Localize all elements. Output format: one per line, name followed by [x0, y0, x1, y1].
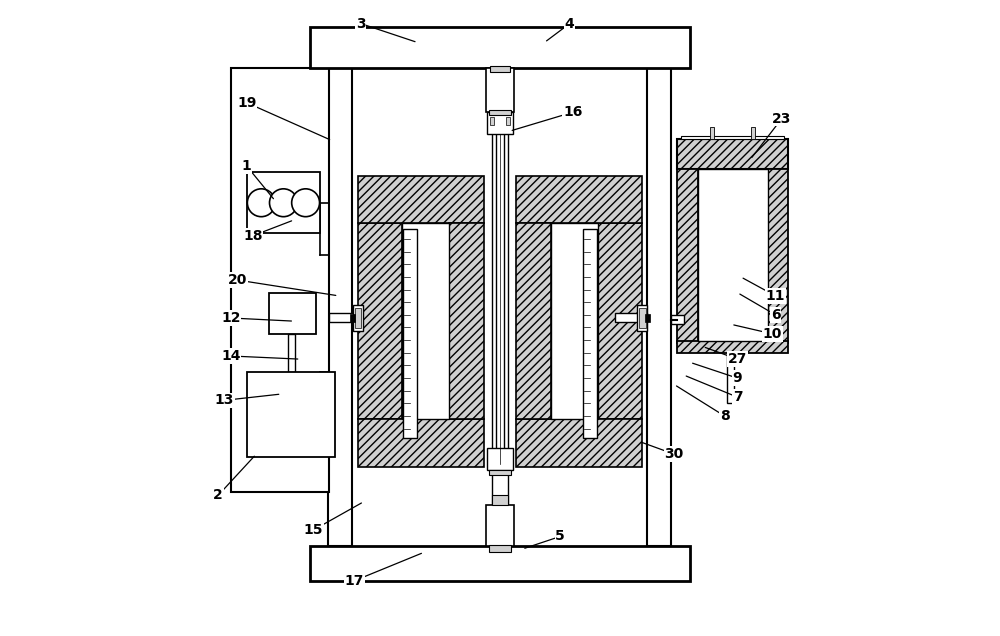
Bar	[751, 127, 755, 139]
Bar	[639, 308, 646, 328]
Text: 16: 16	[563, 105, 583, 119]
Bar	[486, 505, 514, 546]
Bar	[645, 314, 650, 322]
Bar	[449, 223, 484, 419]
Bar	[489, 544, 511, 552]
Bar	[710, 127, 714, 139]
Bar	[247, 372, 335, 457]
Bar	[486, 68, 514, 112]
Text: 19: 19	[237, 95, 256, 109]
Bar	[352, 312, 358, 324]
Text: 15: 15	[303, 523, 323, 537]
Text: 7: 7	[733, 390, 742, 404]
Bar	[328, 68, 352, 546]
Bar	[727, 352, 734, 403]
Text: 20: 20	[228, 273, 247, 287]
Text: 4: 4	[565, 17, 575, 31]
Bar	[269, 293, 316, 334]
Text: 11: 11	[766, 289, 785, 303]
Bar	[355, 308, 361, 328]
Bar	[681, 135, 784, 139]
Text: 1: 1	[242, 159, 252, 173]
Bar	[677, 169, 698, 343]
Text: 18: 18	[243, 229, 263, 243]
Bar	[496, 128, 504, 470]
Text: 6: 6	[771, 308, 780, 322]
Bar	[677, 139, 788, 169]
Bar	[698, 169, 768, 342]
Bar	[353, 305, 363, 331]
Text: 12: 12	[221, 311, 241, 325]
Text: 30: 30	[665, 447, 684, 461]
Bar	[677, 342, 788, 353]
Bar	[637, 305, 647, 331]
Bar	[288, 334, 295, 372]
Text: 2: 2	[213, 488, 223, 502]
Bar	[329, 313, 361, 322]
Bar	[489, 470, 511, 475]
Text: 3: 3	[356, 17, 366, 31]
Bar	[487, 112, 513, 134]
Bar	[490, 66, 510, 73]
Bar	[489, 110, 511, 115]
Bar	[247, 172, 320, 233]
Bar	[583, 230, 597, 438]
Text: 5: 5	[555, 529, 565, 543]
Bar	[506, 117, 510, 125]
Bar	[492, 495, 508, 505]
Text: 14: 14	[221, 349, 241, 363]
Bar	[551, 223, 598, 419]
Bar	[310, 27, 690, 68]
Bar	[402, 223, 449, 419]
Bar	[768, 169, 788, 343]
Bar	[403, 230, 417, 438]
Circle shape	[247, 189, 275, 217]
Text: 9: 9	[733, 371, 742, 385]
Bar	[490, 117, 494, 125]
Bar	[598, 223, 642, 419]
Bar	[350, 314, 355, 322]
Bar	[671, 315, 684, 324]
Bar	[516, 223, 551, 419]
Bar	[647, 68, 671, 546]
Bar	[516, 176, 642, 223]
Bar	[487, 448, 513, 470]
Bar	[358, 223, 402, 419]
Text: 10: 10	[763, 327, 782, 341]
Bar	[516, 419, 642, 467]
Circle shape	[292, 189, 320, 217]
Text: 13: 13	[215, 393, 234, 407]
Text: 17: 17	[345, 574, 364, 588]
Circle shape	[270, 189, 297, 217]
Text: 23: 23	[772, 111, 791, 125]
Bar	[358, 419, 484, 467]
Bar	[310, 546, 690, 581]
Bar	[615, 313, 647, 322]
Bar	[492, 68, 508, 546]
Bar	[358, 176, 484, 223]
Text: 8: 8	[720, 409, 730, 423]
Text: 27: 27	[728, 352, 747, 366]
Bar	[231, 68, 329, 492]
